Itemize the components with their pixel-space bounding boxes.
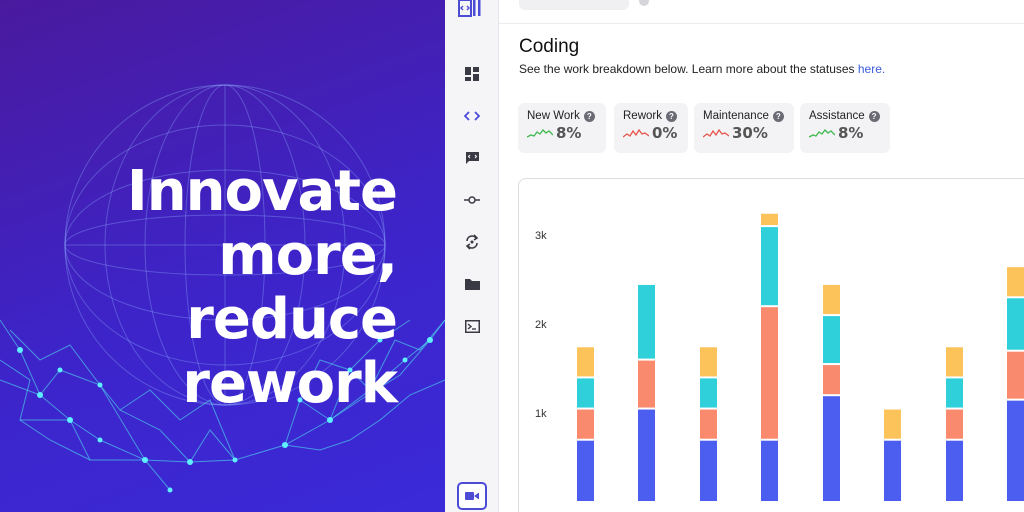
bar-segment[interactable] <box>761 213 778 226</box>
stat-value: 8% <box>556 124 582 142</box>
help-icon[interactable]: ? <box>665 110 677 122</box>
stat-value: 0% <box>652 124 678 142</box>
trend-sparkline-icon <box>703 128 729 138</box>
bar-segment[interactable] <box>577 378 594 408</box>
bar-segment[interactable] <box>700 347 717 377</box>
bar-segment[interactable] <box>638 284 655 359</box>
statuses-link[interactable]: here. <box>857 62 886 76</box>
stat-card[interactable]: Rework? 0% <box>614 103 688 153</box>
subtitle-text: See the work breakdown below. Learn more… <box>519 62 858 76</box>
headline-line: rework <box>182 351 398 416</box>
promo-headline: Innovate more, reduce rework <box>0 159 398 416</box>
stat-label-row: Maintenance? <box>703 110 785 122</box>
bar-segment[interactable] <box>1007 267 1024 297</box>
stat-value: 30% <box>732 124 768 142</box>
stat-card[interactable]: Maintenance? 30% <box>694 103 794 153</box>
promo-panel: Innovate more, reduce rework <box>0 0 445 512</box>
bar-segment[interactable] <box>884 409 901 439</box>
help-icon[interactable]: ? <box>868 110 880 122</box>
page-title: Coding <box>519 36 580 57</box>
stat-value-row: 8% <box>527 124 597 142</box>
bar-segment[interactable] <box>577 440 594 501</box>
video-icon <box>465 492 479 500</box>
bar-segment[interactable] <box>638 360 655 408</box>
bar-segment[interactable] <box>823 284 840 315</box>
main-content: Coding See the work breakdown below. Lea… <box>499 0 1024 512</box>
bar-segment[interactable] <box>638 409 655 501</box>
sync-icon[interactable] <box>462 232 482 252</box>
stat-value-row: 30% <box>703 124 785 142</box>
help-icon[interactable]: ? <box>583 110 595 122</box>
bar-segment[interactable] <box>1007 351 1024 399</box>
stat-label: Assistance <box>809 110 865 122</box>
bar-segment[interactable] <box>946 347 963 377</box>
bar-segment[interactable] <box>700 378 717 408</box>
trend-sparkline-icon <box>527 129 553 138</box>
bar-segment[interactable] <box>946 440 963 501</box>
work-breakdown-chart: 1k 2k 3k <box>518 178 1024 512</box>
stat-value: 8% <box>838 124 864 142</box>
top-bar <box>499 0 1024 24</box>
y-tick-label: 2k <box>535 319 547 331</box>
stat-label-row: New Work? <box>527 110 597 122</box>
stacked-bar-chart: 1k 2k 3k <box>535 213 1024 501</box>
stat-label-row: Assistance? <box>809 110 881 122</box>
y-tick-label: 1k <box>535 408 547 420</box>
stat-card[interactable]: New Work? 8% <box>518 103 606 153</box>
trend-sparkline-icon <box>809 129 835 138</box>
stat-card[interactable]: Assistance? 8% <box>800 103 890 153</box>
headline-line: more, reduce <box>186 223 398 352</box>
stat-label: Rework <box>623 110 662 122</box>
video-button[interactable] <box>457 482 487 510</box>
bar-segment[interactable] <box>946 409 963 439</box>
headline-line: Innovate <box>126 159 398 224</box>
terminal-icon[interactable] <box>462 316 482 336</box>
bar-segment[interactable] <box>577 409 594 439</box>
bar-segment[interactable] <box>1007 298 1024 350</box>
stat-value-row: 0% <box>623 124 679 142</box>
bar-segment[interactable] <box>823 365 840 395</box>
bar-segment[interactable] <box>761 307 778 439</box>
bar-segment[interactable] <box>1007 400 1024 501</box>
bar-segment[interactable] <box>946 378 963 408</box>
help-icon[interactable]: ? <box>772 110 784 122</box>
top-filter-pill[interactable] <box>519 0 629 10</box>
bar-segment[interactable] <box>823 316 840 364</box>
top-info-icon[interactable] <box>639 0 649 6</box>
trend-sparkline-icon <box>623 128 649 138</box>
page-subtitle: See the work breakdown below. Learn more… <box>519 62 885 76</box>
stat-value-row: 8% <box>809 124 881 142</box>
stat-label-row: Rework? <box>623 110 679 122</box>
app-logo-icon[interactable] <box>458 0 484 18</box>
bar-segment[interactable] <box>761 227 778 306</box>
stat-label: New Work <box>527 110 580 122</box>
bar-segment[interactable] <box>884 440 901 501</box>
bar-segment[interactable] <box>700 409 717 439</box>
bar-segment[interactable] <box>577 347 594 377</box>
commit-icon[interactable] <box>462 190 482 210</box>
dashboard-icon[interactable] <box>462 64 482 84</box>
bar-segment[interactable] <box>700 440 717 501</box>
stat-label: Maintenance <box>703 110 769 122</box>
review-comment-icon[interactable] <box>462 148 482 168</box>
icon-sidebar <box>445 0 499 512</box>
folder-icon[interactable] <box>462 274 482 294</box>
network-globe-illustration <box>0 84 445 493</box>
bar-segment[interactable] <box>761 440 778 501</box>
code-icon[interactable] <box>462 106 482 126</box>
y-tick-label: 3k <box>535 230 547 242</box>
bar-segment[interactable] <box>823 396 840 501</box>
